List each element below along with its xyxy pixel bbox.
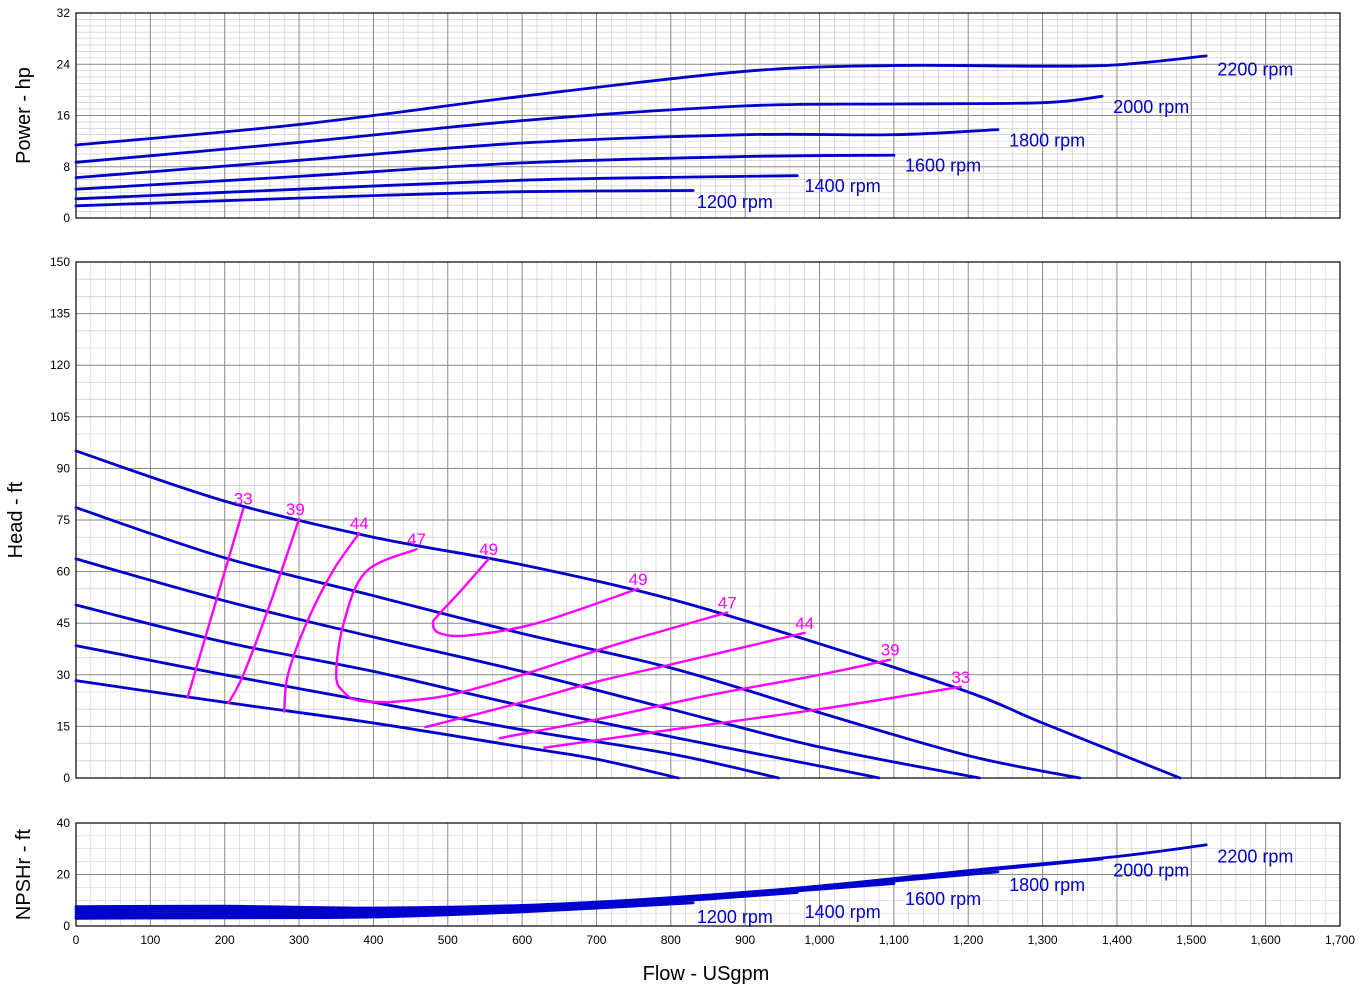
- y-tick-label: 0: [63, 771, 70, 785]
- npshr-rpm-label: 2200 rpm: [1217, 846, 1293, 866]
- efficiency-label: 47: [407, 530, 426, 549]
- y-tick-label: 40: [57, 816, 71, 830]
- efficiency-curve-39: [227, 517, 301, 705]
- power-rpm-label: 1200 rpm: [697, 192, 773, 212]
- head-curve-1200-rpm: [74, 679, 680, 780]
- power-rpm-label: 1800 rpm: [1009, 130, 1085, 150]
- power-curve-2200-rpm: [74, 54, 1208, 147]
- npshr-panel: 0 20 40 NPSHr - ft 1200 rpm 1400 rpm 1600 rpm 1…: [13, 816, 1355, 947]
- efficiency-curves: [186, 507, 962, 749]
- power-rpm-label: 2200 rpm: [1217, 59, 1293, 79]
- efficiency-label: 44: [795, 614, 814, 633]
- y-tick-label: 120: [50, 358, 70, 372]
- npshr-frame: [75, 822, 1341, 927]
- y-tick-label: 24: [57, 57, 71, 71]
- efficiency-label: 33: [951, 668, 970, 687]
- npshr-rpm-label: 1200 rpm: [697, 907, 773, 927]
- power-panel: 0 8 16 24 32 Power - hp 1200 rpm 1400 rpm 1600 r…: [13, 6, 1341, 225]
- efficiency-curve-47: [334, 548, 418, 704]
- x-tick-label: 600: [512, 933, 532, 947]
- head-curve-1600-rpm: [74, 603, 881, 780]
- efficiency-curve-44: [283, 531, 361, 713]
- efficiency-label: 33: [234, 490, 253, 509]
- efficiency-label: 49: [629, 570, 648, 589]
- x-tick-label: 100: [140, 933, 160, 947]
- y-tick-label: 30: [57, 668, 71, 682]
- head-panel: 0 15 30 45 60 75 90 105 120 135 150 Head - ft 33 39 44…: [5, 255, 1341, 785]
- x-tick-label: 800: [661, 933, 681, 947]
- npshr-rpm-label: 1600 rpm: [905, 889, 981, 909]
- npshr-rpm-label: 2000 rpm: [1113, 861, 1189, 881]
- x-tick-label: 1,100: [879, 933, 909, 947]
- power-rpm-label: 1600 rpm: [905, 155, 981, 175]
- head-curve-1800-rpm: [74, 557, 981, 780]
- y-tick-label: 8: [63, 160, 70, 174]
- head-y-axis-title: Head - ft: [5, 481, 27, 558]
- power-curve-1400-rpm: [74, 174, 799, 201]
- x-tick-label: 500: [438, 933, 458, 947]
- y-tick-label: 135: [50, 307, 70, 321]
- efficiency-curve-47: [387, 611, 729, 704]
- power-curve-1600-rpm: [74, 153, 896, 191]
- x-tick-label: 1,300: [1028, 933, 1058, 947]
- efficiency-label: 44: [350, 514, 369, 533]
- npshr-rpm-label: 1400 rpm: [805, 902, 881, 922]
- power-rpm-label: 2000 rpm: [1113, 97, 1189, 117]
- efficiency-curve-49: [431, 557, 640, 638]
- head-curve-2200-rpm: [74, 449, 1182, 780]
- x-tick-label: 1,400: [1102, 933, 1132, 947]
- power-curve-2000-rpm: [74, 94, 1104, 164]
- x-tick-label: 200: [215, 933, 235, 947]
- efficiency-label: 47: [718, 594, 737, 613]
- head-speed-curves: [74, 449, 1182, 780]
- x-tick-label: 1,000: [805, 933, 835, 947]
- chart-panels: 0 8 16 24 32 Power - hp 1200 rpm 1400 rpm 1600 r…: [5, 6, 1355, 947]
- head-major-grid: [75, 261, 1341, 779]
- power-speed-curves: [74, 54, 1208, 208]
- x-tick-label: 1,700: [1325, 933, 1355, 947]
- x-tick-label: 700: [586, 933, 606, 947]
- efficiency-curve-39: [498, 658, 892, 740]
- power-y-axis-title: Power - hp: [13, 67, 35, 164]
- x-tick-label: 1,500: [1176, 933, 1206, 947]
- npshr-speed-curves: [74, 843, 1208, 920]
- x-tick-label: 1,600: [1251, 933, 1281, 947]
- head-frame: [75, 261, 1341, 779]
- y-tick-label: 0: [63, 211, 70, 225]
- x-tick-label: 400: [363, 933, 383, 947]
- x-tick-label: 0: [73, 933, 80, 947]
- power-curve-1800-rpm: [74, 128, 1000, 179]
- x-tick-label: 900: [735, 933, 755, 947]
- y-tick-label: 32: [57, 6, 71, 20]
- efficiency-label: 49: [479, 540, 498, 559]
- y-tick-label: 20: [57, 868, 71, 882]
- power-curve-1200-rpm: [74, 189, 695, 208]
- efficiency-label: 39: [881, 641, 900, 660]
- y-tick-label: 16: [57, 109, 71, 123]
- x-tick-label: 300: [289, 933, 309, 947]
- y-tick-label: 15: [57, 719, 71, 733]
- y-tick-label: 90: [57, 461, 71, 475]
- power-rpm-label: 1400 rpm: [805, 176, 881, 196]
- y-tick-label: 105: [50, 410, 70, 424]
- power-frame: [75, 12, 1341, 219]
- head-curve-2000-rpm: [74, 506, 1082, 780]
- head-curve-1400-rpm: [74, 644, 780, 780]
- y-tick-label: 45: [57, 616, 71, 630]
- efficiency-curve-33: [543, 685, 962, 749]
- efficiency-label: 39: [286, 500, 305, 519]
- y-tick-label: 0: [63, 919, 70, 933]
- npshr-curve-2200-rpm: [74, 843, 1208, 910]
- efficiency-curve-44: [424, 631, 806, 729]
- x-tick-label: 1,200: [953, 933, 983, 947]
- x-axis-title: Flow - USgpm: [643, 963, 770, 985]
- y-tick-label: 60: [57, 565, 71, 579]
- efficiency-curve-33: [186, 507, 245, 699]
- npshr-rpm-label: 1800 rpm: [1009, 875, 1085, 895]
- npshr-y-axis-title: NPSHr - ft: [13, 829, 35, 921]
- y-tick-label: 75: [57, 513, 71, 527]
- y-tick-label: 150: [50, 255, 70, 269]
